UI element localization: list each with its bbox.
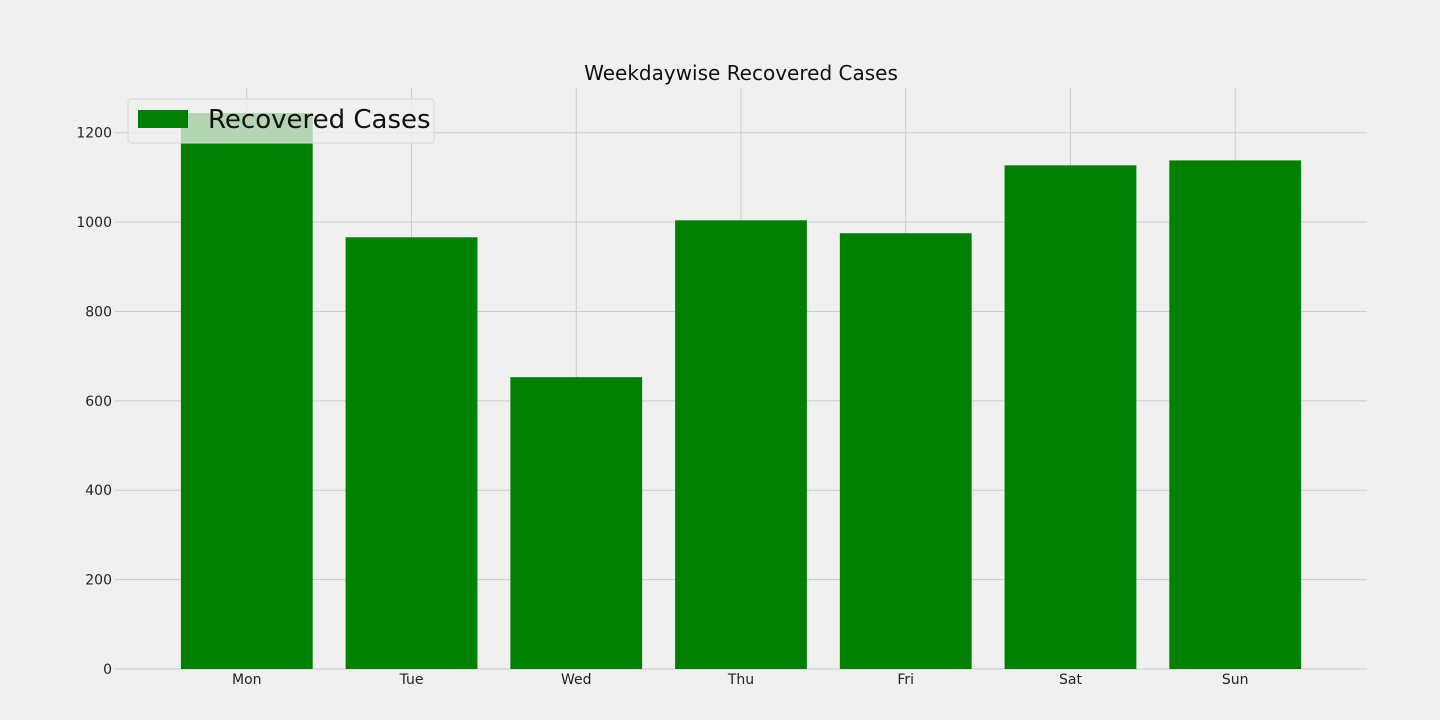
x-tick-label: Thu xyxy=(727,672,754,688)
bar-mon xyxy=(180,113,313,669)
chart-title: Weekdaywise Recovered Cases xyxy=(584,61,898,85)
bars xyxy=(180,113,1302,669)
bar-fri xyxy=(839,233,972,669)
bar-wed xyxy=(510,377,643,669)
x-tick-label: Wed xyxy=(561,672,592,688)
y-tick-label: 1200 xyxy=(76,126,112,142)
x-axis-ticks: Mon Tue Wed Thu Fri Sat Sun xyxy=(232,672,1249,688)
bar-sun xyxy=(1169,160,1302,669)
legend-label: Recovered Cases xyxy=(208,105,431,135)
y-tick-label: 600 xyxy=(85,394,112,410)
bar-sat xyxy=(1004,165,1137,669)
x-tick-label: Mon xyxy=(232,672,262,688)
x-tick-label: Sat xyxy=(1059,672,1082,688)
legend: Recovered Cases xyxy=(127,98,435,144)
x-tick-label: Sun xyxy=(1222,672,1249,688)
y-tick-label: 800 xyxy=(85,304,112,320)
y-tick-label: 400 xyxy=(85,483,112,499)
y-tick-label: 1000 xyxy=(76,215,112,231)
y-tick-label: 200 xyxy=(85,573,112,589)
y-tick-label: 0 xyxy=(103,662,112,678)
x-tick-label: Fri xyxy=(897,672,914,688)
bar-thu xyxy=(675,220,807,669)
bar-tue xyxy=(345,237,478,669)
legend-swatch xyxy=(138,110,188,128)
legend-box xyxy=(127,98,435,144)
x-tick-label: Tue xyxy=(399,672,424,688)
y-axis-ticks: 0 200 400 600 800 1000 1200 xyxy=(76,126,112,678)
